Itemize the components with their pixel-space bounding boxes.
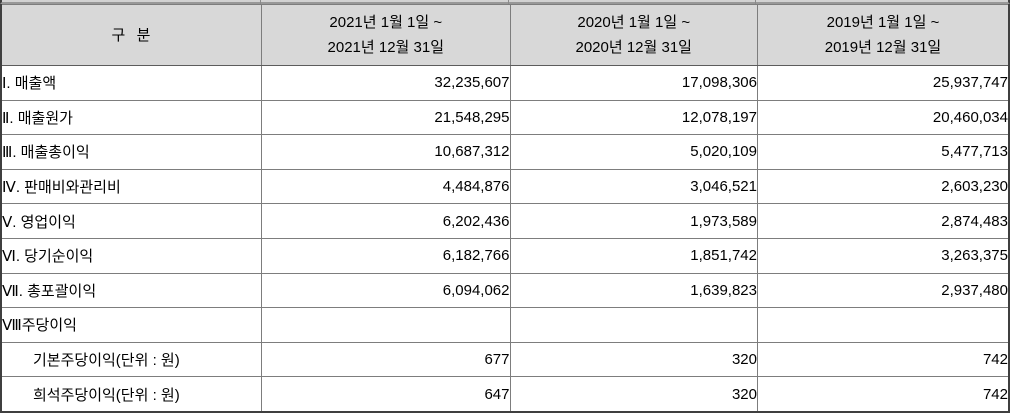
- period-line2: 2020년 12월 31일: [575, 39, 692, 56]
- row-value: 21,548,295: [261, 99, 511, 136]
- row-value: 742: [756, 341, 1010, 378]
- row-value: 17,098,306: [509, 65, 758, 101]
- sliver-divider: [755, 0, 756, 4]
- row-value: 6,202,436: [261, 203, 511, 239]
- row-value: 2,937,480: [756, 272, 1010, 309]
- row-value: 320: [509, 376, 758, 413]
- row-label: Ⅵ. 당기순이익: [0, 237, 263, 274]
- row-value: 5,477,713: [756, 134, 1010, 170]
- row-label: Ⅷ주당이익: [0, 307, 263, 343]
- sliver-divider: [508, 0, 509, 4]
- row-value: 742: [756, 376, 1010, 413]
- period-line1: 2021년 1월 1일 ~: [329, 14, 443, 31]
- row-label: Ⅶ. 총포괄이익: [0, 272, 263, 309]
- row-value: 647: [261, 376, 511, 413]
- table-row-sga-expenses: Ⅳ. 판매비와관리비 4,484,876 3,046,521 2,603,230: [0, 168, 1010, 205]
- sliver-divider: [260, 0, 261, 4]
- header-period-2021: 2021년 1월 1일 ~ 2021년 12월 31일: [261, 4, 511, 66]
- table-row-cost-of-sales: Ⅱ. 매출원가 21,548,295 12,078,197 20,460,034: [0, 99, 1010, 136]
- row-value: 10,687,312: [261, 134, 511, 170]
- period-line2: 2021년 12월 31일: [327, 39, 444, 56]
- table-top-sliver: [0, 0, 1010, 4]
- header-period-2019: 2019년 1월 1일 ~ 2019년 12월 31일: [756, 4, 1010, 66]
- row-value: 12,078,197: [509, 99, 758, 136]
- row-label: 기본주당이익(단위 : 원): [0, 341, 263, 378]
- row-value: [756, 307, 1010, 343]
- row-label: Ⅴ. 영업이익: [0, 203, 263, 239]
- row-label: Ⅳ. 판매비와관리비: [0, 168, 263, 205]
- header-category: 구 분: [0, 4, 263, 66]
- period-line2: 2019년 12월 31일: [824, 39, 942, 56]
- row-value: 1,851,742: [509, 237, 758, 274]
- table-row-eps-section: Ⅷ주당이익: [0, 307, 1010, 343]
- row-value: 2,603,230: [756, 168, 1010, 205]
- row-value: 6,182,766: [261, 237, 511, 274]
- income-statement-table: 구 분 2021년 1월 1일 ~ 2021년 12월 31일 2020년 1월…: [0, 4, 1010, 413]
- row-value: 5,020,109: [509, 134, 758, 170]
- table-row-net-income: Ⅵ. 당기순이익 6,182,766 1,851,742 3,263,375: [0, 237, 1010, 274]
- row-label: Ⅱ. 매출원가: [0, 99, 263, 136]
- row-label: Ⅲ. 매출총이익: [0, 134, 263, 170]
- table-row-operating-profit: Ⅴ. 영업이익 6,202,436 1,973,589 2,874,483: [0, 203, 1010, 239]
- row-value: 20,460,034: [756, 99, 1010, 136]
- header-row: 구 분 2021년 1월 1일 ~ 2021년 12월 31일 2020년 1월…: [0, 4, 1010, 66]
- table-row-comprehensive-income: Ⅶ. 총포괄이익 6,094,062 1,639,823 2,937,480: [0, 272, 1010, 309]
- table-row-basic-eps: 기본주당이익(단위 : 원) 677 320 742: [0, 341, 1010, 378]
- row-value: [509, 307, 758, 343]
- header-period-2020: 2020년 1월 1일 ~ 2020년 12월 31일: [509, 4, 758, 66]
- table-row-revenue: Ⅰ. 매출액 32,235,607 17,098,306 25,937,747: [0, 65, 1010, 101]
- row-value: 32,235,607: [261, 65, 511, 101]
- row-value: 320: [509, 341, 758, 378]
- table-row-diluted-eps: 희석주당이익(단위 : 원) 647 320 742: [0, 376, 1010, 413]
- row-label: 희석주당이익(단위 : 원): [0, 376, 263, 413]
- period-line1: 2019년 1월 1일 ~: [826, 14, 940, 31]
- table-row-gross-profit: Ⅲ. 매출총이익 10,687,312 5,020,109 5,477,713: [0, 134, 1010, 170]
- row-value: 2,874,483: [756, 203, 1010, 239]
- row-value: [261, 307, 511, 343]
- row-value: 4,484,876: [261, 168, 511, 205]
- row-value: 25,937,747: [756, 65, 1010, 101]
- row-value: 1,639,823: [509, 272, 758, 309]
- row-value: 1,973,589: [509, 203, 758, 239]
- row-value: 677: [261, 341, 511, 378]
- row-value: 6,094,062: [261, 272, 511, 309]
- row-value: 3,263,375: [756, 237, 1010, 274]
- period-line1: 2020년 1월 1일 ~: [577, 14, 691, 31]
- row-label: Ⅰ. 매출액: [0, 65, 263, 101]
- row-value: 3,046,521: [509, 168, 758, 205]
